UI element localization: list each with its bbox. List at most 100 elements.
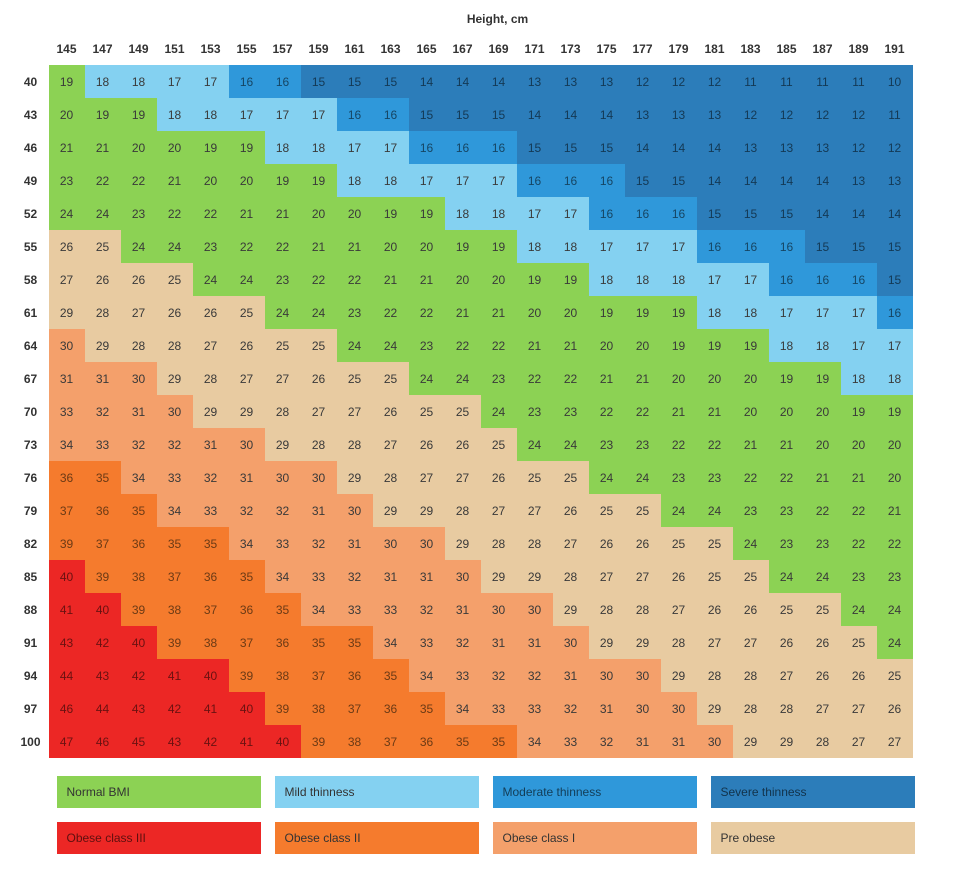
bmi-cell: 20: [841, 428, 877, 461]
bmi-cell: 21: [229, 197, 265, 230]
bmi-cell: 34: [121, 461, 157, 494]
bmi-cell: 18: [337, 164, 373, 197]
bmi-cell: 18: [841, 362, 877, 395]
bmi-cell: 32: [553, 692, 589, 725]
bmi-cell: 28: [301, 428, 337, 461]
bmi-cell: 19: [733, 329, 769, 362]
bmi-cell: 17: [661, 230, 697, 263]
bmi-cell: 27: [769, 659, 805, 692]
bmi-cell: 24: [445, 362, 481, 395]
bmi-cell: 30: [409, 527, 445, 560]
legend-label: Severe thinness: [721, 785, 807, 799]
bmi-cell: 19: [85, 98, 121, 131]
bmi-cell: 35: [301, 626, 337, 659]
bmi-cell: 16: [265, 65, 301, 98]
bmi-cell: 32: [445, 626, 481, 659]
weight-header-cell: 76: [13, 461, 49, 494]
bmi-cell: 17: [517, 197, 553, 230]
bmi-cell: 26: [373, 395, 409, 428]
bmi-cell: 15: [769, 197, 805, 230]
bmi-chart-container: Height, cm Weight, kg 145147149151153155…: [13, 12, 943, 854]
bmi-cell: 31: [661, 725, 697, 758]
bmi-cell: 19: [589, 296, 625, 329]
table-row: 5526252424232222212120201919181817171716…: [13, 230, 913, 263]
bmi-cell: 45: [121, 725, 157, 758]
height-header-cell: 157: [265, 32, 301, 65]
weight-header-cell: 73: [13, 428, 49, 461]
bmi-cell: 22: [805, 494, 841, 527]
bmi-cell: 31: [409, 560, 445, 593]
bmi-cell: 16: [409, 131, 445, 164]
bmi-cell: 18: [373, 164, 409, 197]
bmi-cell: 42: [157, 692, 193, 725]
bmi-cell: 38: [193, 626, 229, 659]
bmi-cell: 15: [409, 98, 445, 131]
bmi-cell: 14: [805, 164, 841, 197]
table-row: 7636353433323130302928272726252524242323…: [13, 461, 913, 494]
bmi-cell: 38: [265, 659, 301, 692]
bmi-cell: 15: [301, 65, 337, 98]
bmi-cell: 30: [373, 527, 409, 560]
table-row: 7937363534333232313029292827272625252424…: [13, 494, 913, 527]
bmi-cell: 16: [589, 164, 625, 197]
bmi-cell: 24: [877, 626, 913, 659]
bmi-cell: 37: [301, 659, 337, 692]
bmi-cell: 21: [301, 230, 337, 263]
bmi-cell: 26: [553, 494, 589, 527]
bmi-cell: 27: [121, 296, 157, 329]
bmi-cell: 24: [121, 230, 157, 263]
weight-header-cell: 94: [13, 659, 49, 692]
bmi-cell: 20: [193, 164, 229, 197]
bmi-cell: 24: [481, 395, 517, 428]
bmi-cell: 18: [121, 65, 157, 98]
bmi-cell: 18: [85, 65, 121, 98]
bmi-cell: 27: [49, 263, 85, 296]
bmi-cell: 36: [193, 560, 229, 593]
bmi-cell: 33: [517, 692, 553, 725]
bmi-cell: 23: [121, 197, 157, 230]
bmi-cell: 26: [121, 263, 157, 296]
bmi-cell: 33: [445, 659, 481, 692]
bmi-cell: 15: [481, 98, 517, 131]
bmi-cell: 13: [841, 164, 877, 197]
table-row: 4019181817171616151515141414131313121212…: [13, 65, 913, 98]
bmi-cell: 19: [445, 230, 481, 263]
table-row: 6430292828272625252424232222212120201919…: [13, 329, 913, 362]
bmi-cell: 27: [229, 362, 265, 395]
bmi-cell: 14: [409, 65, 445, 98]
height-header-cell: 183: [733, 32, 769, 65]
bmi-cell: 29: [85, 329, 121, 362]
bmi-cell: 22: [337, 263, 373, 296]
bmi-cell: 27: [733, 626, 769, 659]
bmi-cell: 29: [265, 428, 301, 461]
bmi-cell: 33: [373, 593, 409, 626]
height-header-cell: 159: [301, 32, 337, 65]
bmi-cell: 12: [805, 98, 841, 131]
bmi-cell: 16: [229, 65, 265, 98]
bmi-cell: 25: [445, 395, 481, 428]
bmi-cell: 22: [193, 197, 229, 230]
bmi-cell: 14: [877, 197, 913, 230]
bmi-cell: 34: [445, 692, 481, 725]
bmi-cell: 26: [841, 659, 877, 692]
table-row: 6129282726262524242322222121202019191918…: [13, 296, 913, 329]
table-row: 4320191918181717171616151515141414131313…: [13, 98, 913, 131]
bmi-cell: 29: [481, 560, 517, 593]
bmi-cell: 20: [301, 197, 337, 230]
bmi-cell: 15: [697, 197, 733, 230]
bmi-cell: 14: [841, 197, 877, 230]
bmi-cell: 25: [697, 560, 733, 593]
bmi-cell: 39: [301, 725, 337, 758]
bmi-cell: 29: [589, 626, 625, 659]
bmi-cell: 23: [481, 362, 517, 395]
bmi-cell: 15: [841, 230, 877, 263]
weight-header-cell: 58: [13, 263, 49, 296]
bmi-cell: 17: [409, 164, 445, 197]
bmi-cell: 40: [265, 725, 301, 758]
bmi-cell: 26: [193, 296, 229, 329]
legend-item: Obese class III: [57, 822, 261, 854]
bmi-cell: 28: [733, 692, 769, 725]
bmi-cell: 12: [841, 131, 877, 164]
bmi-cell: 29: [49, 296, 85, 329]
bmi-cell: 26: [85, 263, 121, 296]
